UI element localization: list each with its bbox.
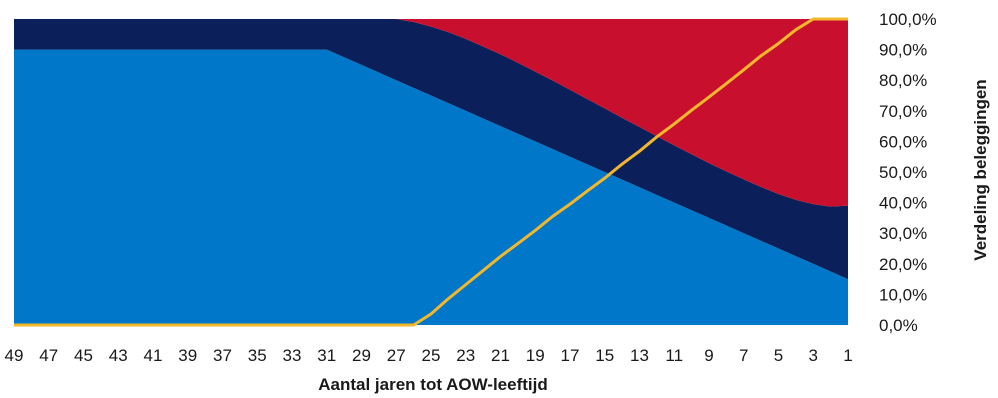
y-axis-ticks: 0,0% 10,0% 20,0% 30,0% 40,0% 50,0% 60,0% 70,0% 8… — [879, 10, 937, 335]
y-tick-label: 100,0% — [879, 10, 937, 29]
x-tick-label: 35 — [248, 346, 267, 365]
y-tick-label: 10,0% — [879, 285, 927, 304]
y-tick-label: 0,0% — [879, 316, 918, 335]
x-tick-label: 49 — [5, 346, 24, 365]
x-tick-label: 11 — [665, 346, 683, 365]
area-layer — [14, 19, 848, 325]
y-tick-label: 30,0% — [879, 224, 927, 243]
y-tick-label: 90,0% — [879, 41, 927, 60]
x-tick-label: 41 — [144, 346, 163, 365]
x-tick-label: 45 — [74, 346, 93, 365]
x-tick-label: 27 — [387, 346, 406, 365]
x-tick-label: 23 — [456, 346, 475, 365]
y-tick-label: 20,0% — [879, 255, 927, 274]
x-tick-label: 25 — [422, 346, 441, 365]
x-tick-label: 47 — [39, 346, 58, 365]
x-tick-label: 15 — [595, 346, 614, 365]
x-tick-label: 29 — [352, 346, 371, 365]
y-tick-label: 70,0% — [879, 102, 927, 121]
line-series — [14, 17, 848, 327]
y-tick-label: 50,0% — [879, 163, 927, 182]
x-tick-label: 19 — [526, 346, 545, 365]
x-tick-label: 17 — [561, 346, 580, 365]
line-layer — [14, 17, 848, 327]
x-tick-label: 13 — [630, 346, 649, 365]
area-series-1 — [14, 49, 848, 325]
y-tick-label: 40,0% — [879, 194, 927, 213]
x-tick-label: 3 — [809, 346, 818, 365]
x-tick-label: 31 — [317, 346, 336, 365]
area-series-3 — [14, 19, 848, 207]
y-axis-label: Verdeling beleggingen — [971, 79, 990, 260]
y-tick-label: 60,0% — [879, 132, 927, 151]
y-tick-label: 80,0% — [879, 71, 927, 90]
x-tick-label: 39 — [178, 346, 197, 365]
x-tick-label: 43 — [109, 346, 128, 365]
x-axis-ticks: 49 47 45 43 41 39 37 35 33 31 29 27 25 23 21 19 17 15 13 11… — [5, 346, 853, 365]
x-tick-label: 33 — [283, 346, 302, 365]
area-series-2 — [14, 19, 848, 280]
x-axis-label: Aantal jaren tot AOW-leeftijd — [318, 375, 547, 394]
x-tick-label: 37 — [213, 346, 232, 365]
x-tick-label: 21 — [491, 346, 510, 365]
x-tick-label: 7 — [739, 346, 748, 365]
x-tick-label: 1 — [843, 346, 852, 365]
x-tick-label: 9 — [704, 346, 713, 365]
x-tick-label: 5 — [774, 346, 783, 365]
